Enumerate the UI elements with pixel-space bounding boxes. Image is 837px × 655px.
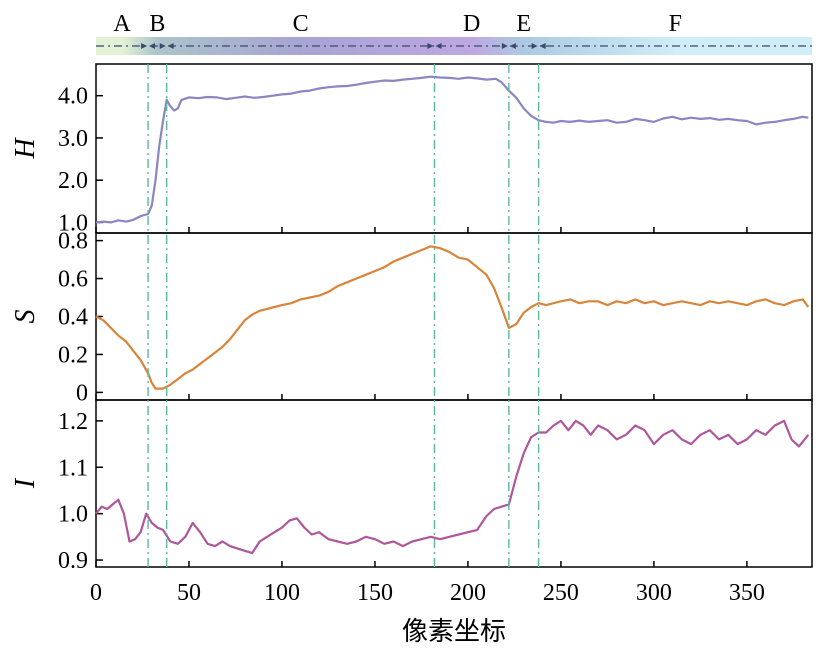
panel-i: 0.9 1.0 1.1 1.2 I	[10, 399, 813, 574]
boundary-arrow-right-2	[435, 43, 442, 49]
y-axis-title-h: H	[10, 137, 41, 160]
y-tick-label-i-3: 1.2	[58, 409, 88, 435]
panel-frame-h	[95, 63, 813, 234]
y-tick-label-s-1: 0.2	[58, 342, 88, 368]
y-tick-label-i-1: 1.0	[58, 502, 88, 528]
series-line-h	[95, 75, 809, 224]
series-line-i	[95, 419, 810, 555]
boundary-arrow-right-0	[149, 43, 156, 49]
region-label-e: E	[516, 11, 531, 37]
panel-frame-s	[95, 232, 813, 401]
region-band-fill	[96, 37, 812, 55]
x-tick-label-7: 350	[729, 580, 765, 606]
y-tick-label-s-4: 0.8	[58, 229, 88, 255]
x-tick-label-1: 50	[177, 580, 201, 606]
panels: 1.0 2.0 3.0 4.0 H 0 0.2 0.4 0.6 0.8 S 0.9 1.0 1.1 1.2 I	[10, 63, 813, 574]
panel-frame-i	[95, 399, 813, 568]
panel-s: 0 0.2 0.4 0.6 0.8 S	[10, 229, 813, 406]
y-tick-label-s-0: 0	[76, 380, 88, 406]
boundary-arrow-right-1	[167, 43, 174, 49]
boundary-lines	[147, 64, 540, 567]
boundary-arrow-right-4	[539, 43, 546, 49]
boundary-arrow-left-3	[501, 43, 508, 49]
region-label-f: F	[669, 11, 682, 37]
y-tick-label-s-3: 0.6	[58, 267, 88, 293]
boundary-arrow-left-2	[427, 43, 434, 49]
region-label-d: D	[463, 11, 480, 37]
x-axis-label: 像素坐标	[402, 617, 506, 647]
x-tick-label-4: 200	[450, 580, 486, 606]
x-tick-label-2: 100	[264, 580, 300, 606]
boundary-arrow-right-3	[509, 43, 516, 49]
region-label-b: B	[149, 11, 165, 37]
y-tick-label-h-0: 1.0	[58, 210, 88, 236]
region-label-c: C	[293, 11, 309, 37]
y-tick-label-h-2: 3.0	[58, 126, 88, 152]
x-axis: 0 50 100 150 200 250 300 350	[90, 580, 765, 606]
y-tick-label-i-2: 1.1	[58, 455, 88, 481]
y-tick-label-i-0: 0.9	[58, 548, 88, 574]
boundary-arrow-left-4	[531, 43, 538, 49]
x-tick-label-0: 0	[90, 580, 102, 606]
region-label-a: A	[113, 11, 131, 37]
panel-h: 1.0 2.0 3.0 4.0 H	[10, 63, 813, 236]
x-tick-label-6: 300	[636, 580, 672, 606]
x-tick-label-5: 250	[543, 580, 579, 606]
y-tick-label-s-2: 0.4	[58, 305, 88, 331]
boundary-arrow-left-1	[159, 43, 166, 49]
y-axis-title-i: I	[10, 477, 41, 489]
y-axis-title-s: S	[10, 310, 41, 324]
boundary-arrow-left-0	[141, 43, 148, 49]
y-tick-label-h-1: 2.0	[58, 168, 88, 194]
y-tick-label-h-3: 4.0	[58, 84, 88, 110]
series-line-s	[95, 245, 810, 390]
x-tick-label-3: 150	[357, 580, 393, 606]
